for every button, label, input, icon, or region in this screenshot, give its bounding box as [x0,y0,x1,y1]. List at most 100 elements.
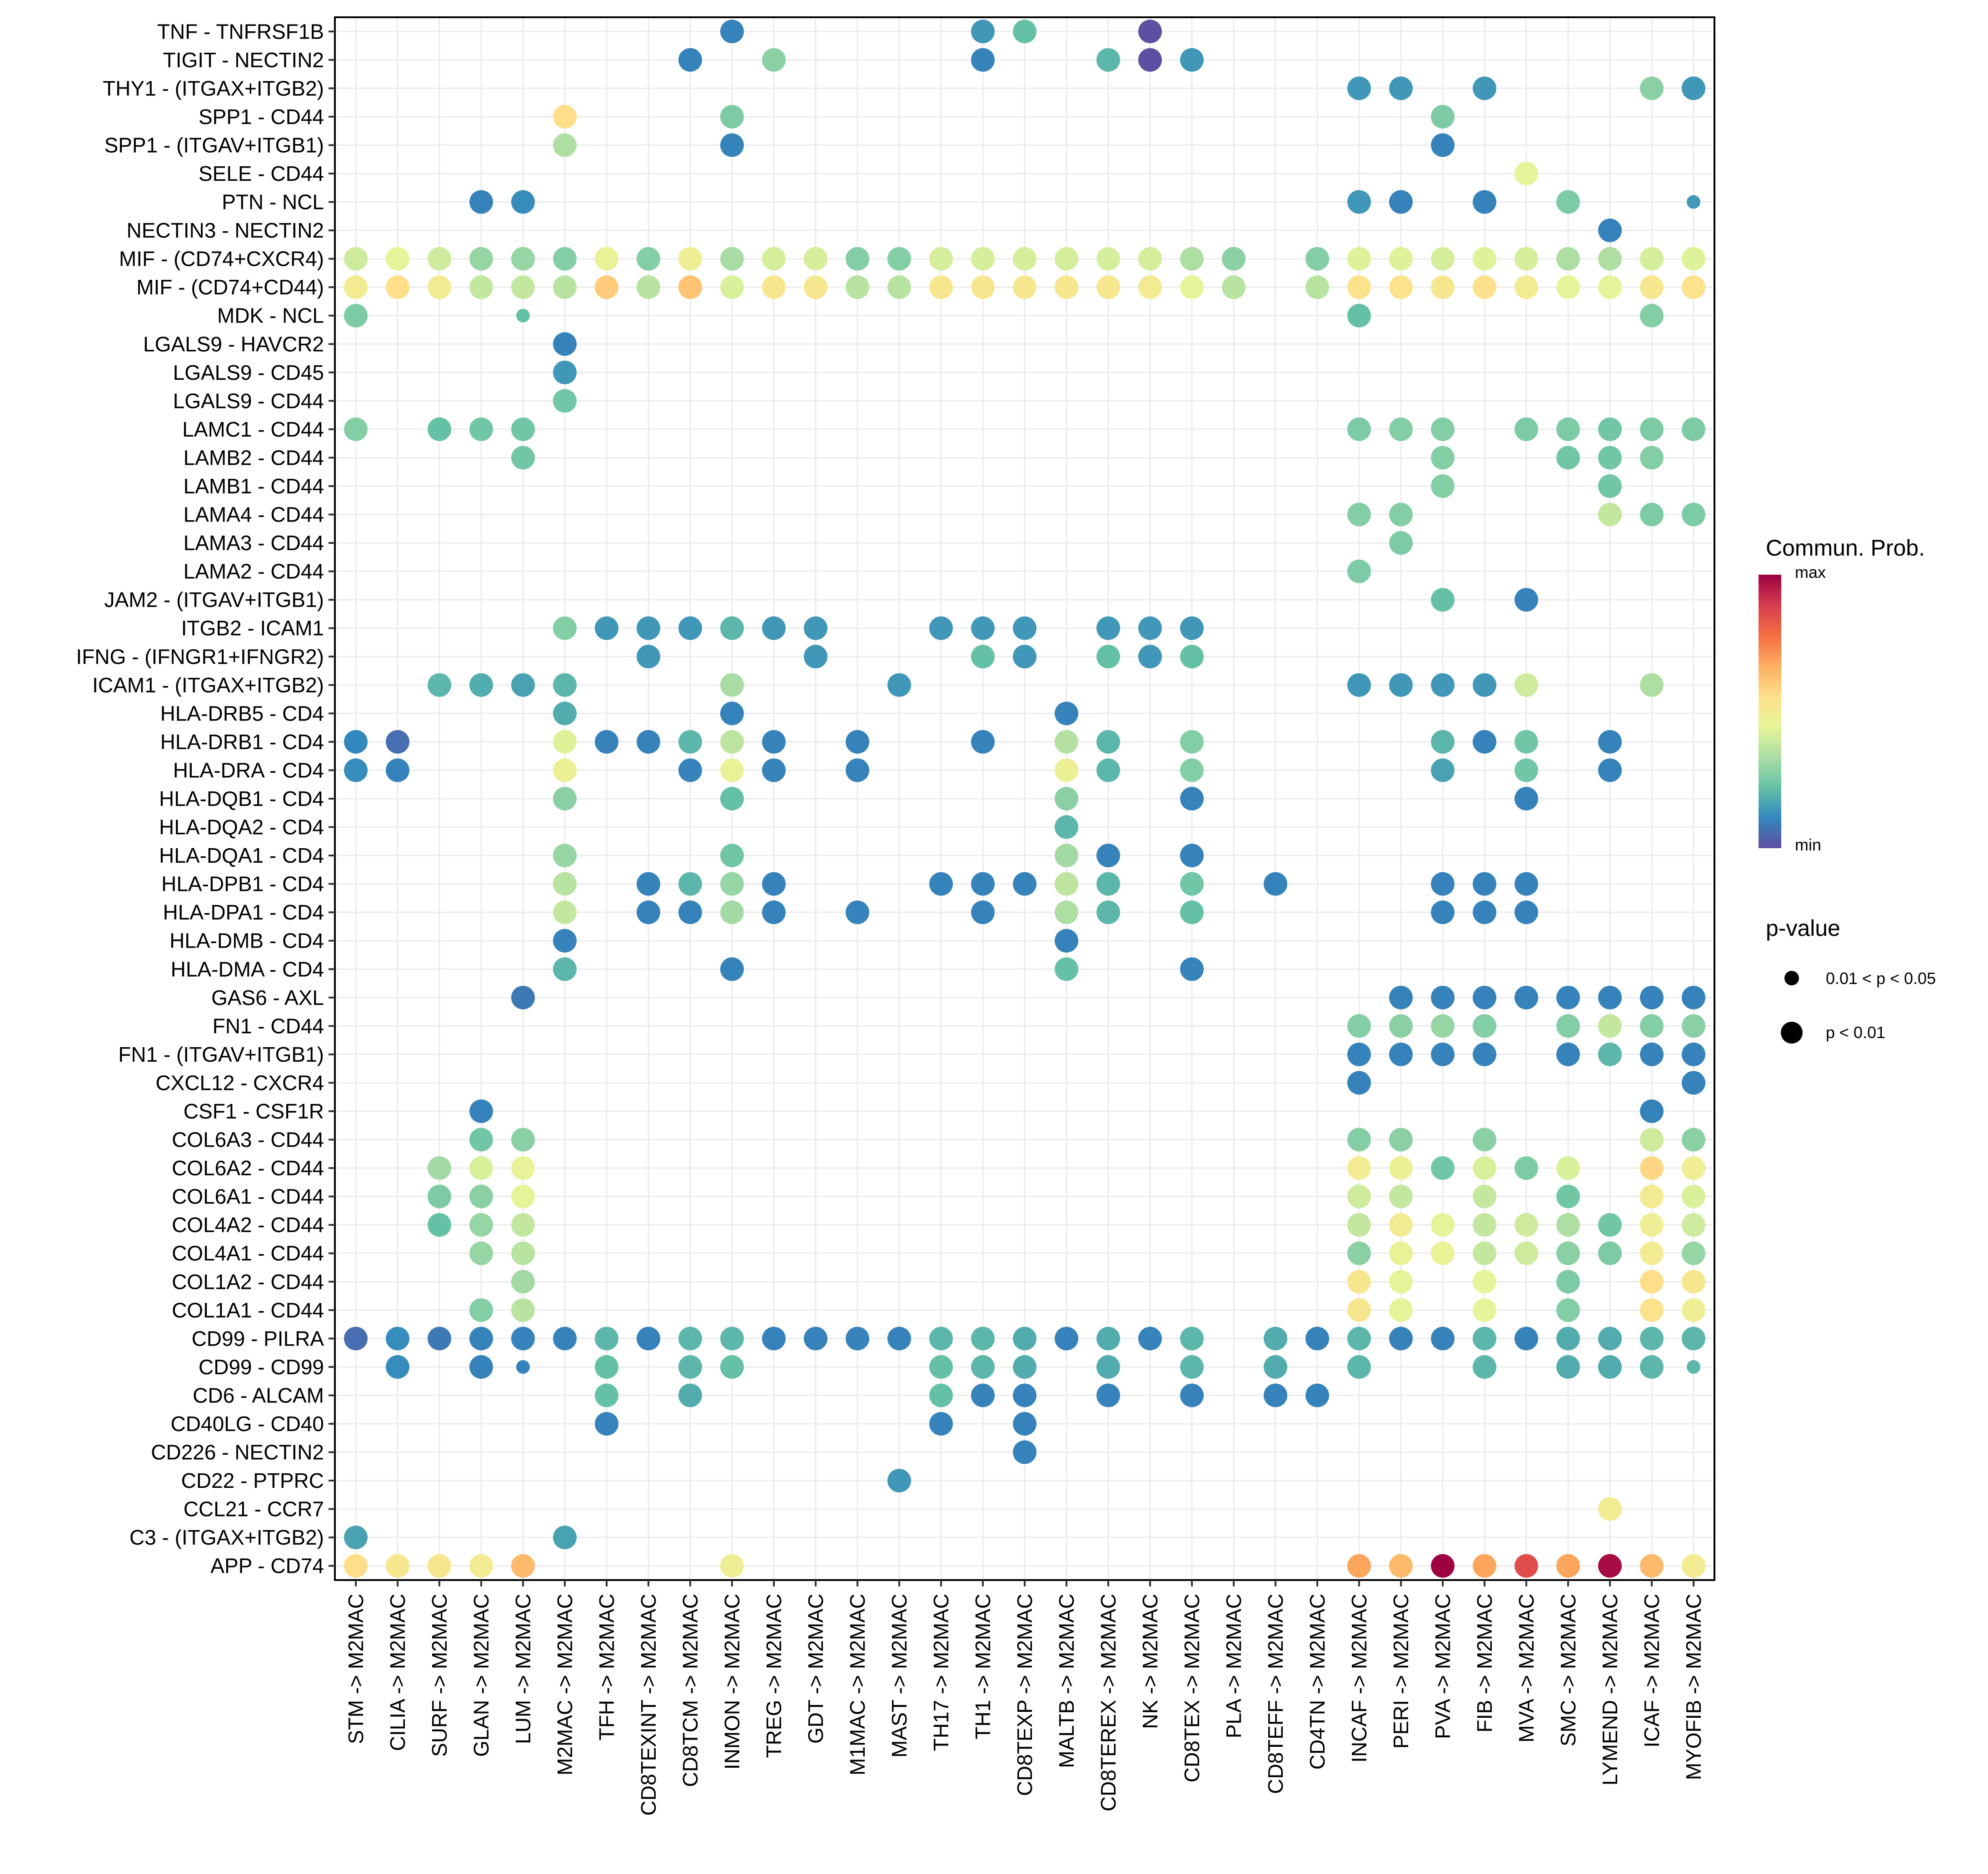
data-point [1682,417,1705,441]
colorbar-max-label: max [1795,563,1826,582]
x-tick-label: CD4TN -> M2MAC [1305,1594,1329,1770]
data-point [720,730,744,754]
data-point [678,1327,702,1351]
data-point [1640,1327,1664,1351]
data-point [516,308,530,323]
data-point [1389,1554,1413,1578]
data-point [846,247,869,271]
data-point [1055,758,1078,782]
data-point [678,730,702,754]
data-point [469,247,493,271]
data-point [511,247,535,271]
y-tick-label: LGALS9 - CD45 [173,361,324,384]
y-tick-label: CXCL12 - CXCR4 [155,1071,324,1094]
data-point [1180,900,1204,925]
data-point [971,20,995,44]
data-point [344,1526,368,1550]
data-point [1556,446,1580,470]
data-point [846,758,869,782]
data-point [1180,247,1204,271]
data-point [553,389,577,413]
data-point [678,48,702,72]
data-point [1556,1213,1580,1237]
y-tick-label: HLA-DPA1 - CD4 [163,900,324,924]
data-point [1640,1270,1664,1294]
data-point [678,616,702,640]
data-point [929,247,953,271]
data-point [469,1213,493,1237]
data-point [1431,1156,1455,1180]
x-tick-label: CD8TEXINT -> M2MAC [637,1594,660,1816]
data-point [804,247,827,271]
data-point [511,1184,535,1208]
x-tick-label: ICAF -> M2MAC [1640,1594,1664,1748]
data-point [1096,1327,1120,1351]
data-point [1389,1042,1413,1066]
size-legend-large-label: p < 0.01 [1826,1023,1885,1042]
data-point [511,1156,535,1180]
data-point [344,730,368,754]
data-point [428,1213,451,1237]
data-point [1347,190,1371,214]
data-point [1598,275,1622,299]
data-point [1347,1241,1371,1265]
data-point [1305,1327,1329,1351]
data-point [595,1355,618,1379]
data-point [1640,1241,1664,1265]
data-point [1682,1014,1705,1038]
data-point [887,673,911,697]
y-tick-label: TNF - TNFRSF1B [157,20,324,43]
data-point [1682,985,1705,1009]
data-point [1305,1383,1329,1407]
data-point [1556,1184,1580,1208]
data-point [637,872,660,896]
data-point [1687,1360,1700,1374]
data-point [1640,1298,1664,1322]
data-point [1515,1327,1538,1351]
data-point [678,872,702,896]
y-tick-label: COL6A1 - CD44 [172,1185,324,1208]
y-tick-label: APP - CD74 [210,1554,324,1578]
data-point [846,275,869,299]
x-tick-label: CD8TEX -> M2MAC [1180,1594,1204,1782]
data-point [386,275,409,299]
data-point [1389,673,1413,697]
y-tick-label: CD99 - PILRA [192,1327,324,1350]
data-point [1682,275,1705,299]
data-point [1431,417,1455,441]
data-point [1431,1213,1455,1237]
y-tick-label: CD6 - ALCAM [193,1383,324,1407]
data-point [1473,730,1496,754]
data-point [1473,1156,1496,1180]
data-point [553,730,577,754]
x-tick-label: PLA -> M2MAC [1222,1594,1246,1738]
data-point [1598,1241,1622,1265]
data-point [678,900,702,925]
x-tick-label: GDT -> M2MAC [804,1594,827,1744]
data-point [762,730,786,754]
data-point [1431,1014,1455,1038]
data-point [1473,872,1496,896]
data-point [1347,76,1371,100]
data-point [1138,275,1162,299]
data-point [971,1327,995,1351]
data-point [511,1128,535,1152]
y-tick-label: COL4A1 - CD44 [172,1242,324,1265]
x-tick-label: MAST -> M2MAC [887,1594,911,1758]
data-point [553,929,577,953]
data-point [1431,474,1455,498]
data-point [1096,900,1120,925]
data-point [511,1270,535,1294]
data-point [1431,758,1455,782]
x-tick-label: MVA -> M2MAC [1515,1594,1538,1743]
data-point [1682,1554,1705,1578]
data-point [762,275,786,299]
data-point [1640,1213,1664,1237]
data-point [1389,1156,1413,1180]
data-point [1515,588,1538,612]
data-point [971,247,995,271]
y-tick-label: LAMB1 - CD44 [184,474,324,498]
data-point [386,247,409,271]
data-point [1431,900,1455,925]
data-point [1389,247,1413,271]
